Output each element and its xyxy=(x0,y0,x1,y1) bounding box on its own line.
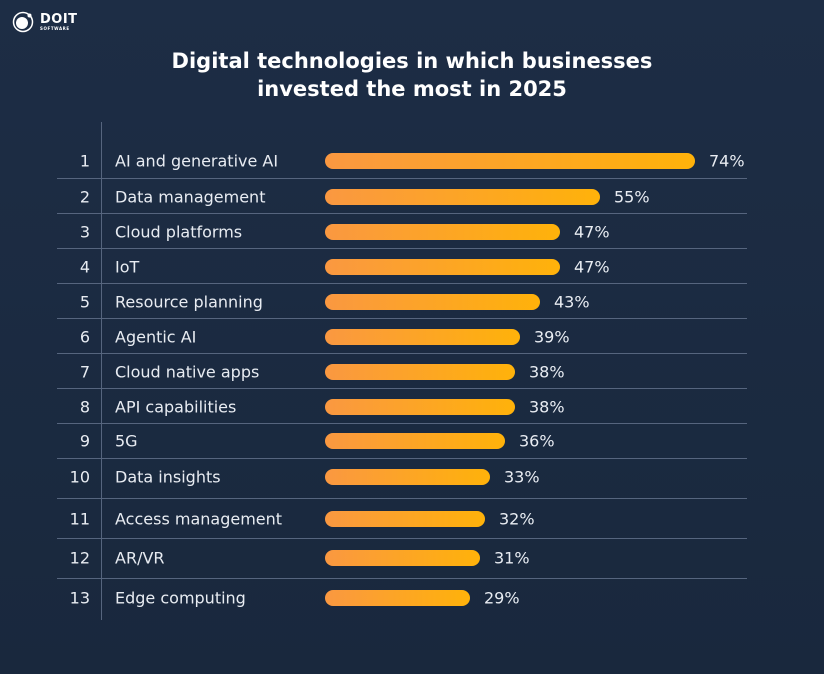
rank-label: 9 xyxy=(79,431,90,451)
category-label: Access management xyxy=(115,509,283,529)
value-label: 33% xyxy=(504,467,540,487)
bar xyxy=(325,550,480,566)
rank-label: 3 xyxy=(79,222,90,242)
bar xyxy=(325,590,470,606)
rank-label: 12 xyxy=(69,548,90,568)
category-label: AI and generative AI xyxy=(115,151,279,171)
value-label: 55% xyxy=(614,187,650,207)
row-separator xyxy=(57,578,747,579)
bar xyxy=(325,399,515,415)
row-separator xyxy=(57,498,747,499)
rank-label: 6 xyxy=(79,327,90,347)
brand-sub: SOFTWARE xyxy=(40,26,70,31)
value-label: 32% xyxy=(499,509,535,529)
rank-label: 11 xyxy=(69,509,90,529)
bar xyxy=(325,433,505,449)
bar xyxy=(325,511,485,527)
bar xyxy=(325,224,560,240)
category-label: Data insights xyxy=(115,467,221,487)
rank-label: 13 xyxy=(69,588,90,608)
rank-label: 7 xyxy=(79,362,90,382)
category-label: IoT xyxy=(115,257,140,277)
row-separator xyxy=(57,283,747,284)
category-label: Edge computing xyxy=(115,588,246,608)
row-separator xyxy=(57,213,747,214)
value-label: 47% xyxy=(574,222,610,242)
category-label: 5G xyxy=(115,431,138,451)
value-label: 29% xyxy=(484,588,520,608)
value-label: 36% xyxy=(519,431,555,451)
rank-divider xyxy=(101,122,102,620)
rank-label: 10 xyxy=(69,467,90,487)
row-separator xyxy=(57,538,747,539)
category-label: Resource planning xyxy=(115,292,263,312)
rank-label: 8 xyxy=(79,397,90,417)
category-label: AR/VR xyxy=(115,548,165,568)
category-label: API capabilities xyxy=(115,397,237,417)
brand-name: DOIT xyxy=(40,12,78,27)
bar xyxy=(325,153,695,169)
bar xyxy=(325,469,490,485)
row-separator xyxy=(57,318,747,319)
bar xyxy=(325,329,520,345)
row-separator xyxy=(57,388,747,389)
value-label: 38% xyxy=(529,362,565,382)
logo-icon xyxy=(12,11,34,33)
bar xyxy=(325,189,600,205)
chart-title: Digital technologies in which businesses… xyxy=(0,47,824,103)
row-separator xyxy=(57,353,747,354)
row-separator xyxy=(57,458,747,459)
value-label: 43% xyxy=(554,292,590,312)
bar xyxy=(325,364,515,380)
value-label: 47% xyxy=(574,257,610,277)
rank-label: 4 xyxy=(79,257,90,277)
category-label: Cloud platforms xyxy=(115,222,243,242)
row-separator xyxy=(57,248,747,249)
rank-label: 2 xyxy=(79,187,90,207)
brand-logo: DOIT SOFTWARE xyxy=(12,11,78,33)
bar xyxy=(325,259,560,275)
bar xyxy=(325,294,540,310)
value-label: 31% xyxy=(494,548,530,568)
value-label: 38% xyxy=(529,397,565,417)
rank-label: 5 xyxy=(79,292,90,312)
category-label: Agentic AI xyxy=(115,327,197,347)
value-label: 39% xyxy=(534,327,570,347)
rank-label: 1 xyxy=(79,151,90,171)
title-line-2: invested the most in 2025 xyxy=(257,77,567,101)
row-separator xyxy=(57,178,747,179)
row-separator xyxy=(57,423,747,424)
category-label: Data management xyxy=(115,187,266,207)
value-label: 74% xyxy=(709,151,745,171)
title-line-1: Digital technologies in which businesses xyxy=(171,49,653,73)
category-label: Cloud native apps xyxy=(115,362,260,382)
